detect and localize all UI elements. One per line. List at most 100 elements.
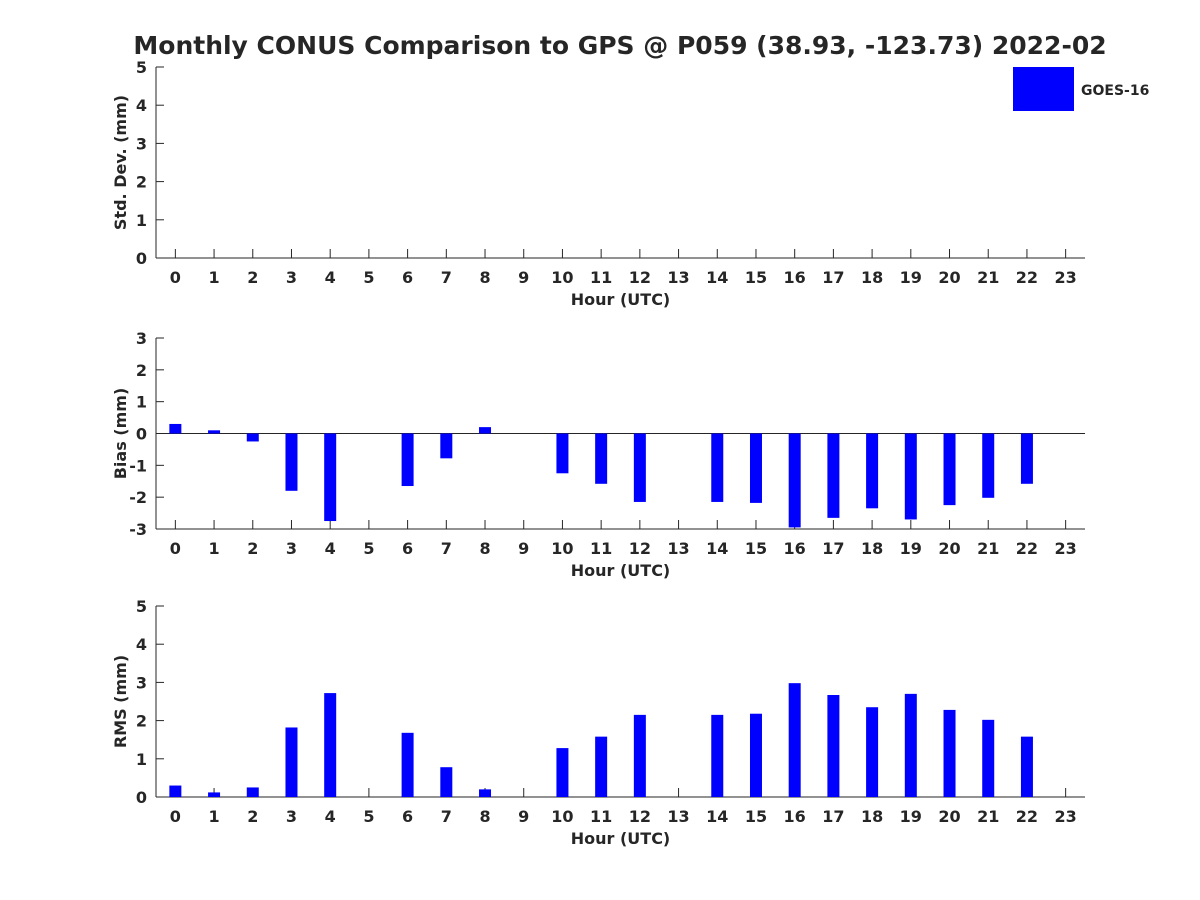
x-tick-label: 19 bbox=[900, 268, 922, 287]
bar-hour-14 bbox=[711, 433, 724, 502]
y-axis-label: RMS (mm) bbox=[111, 655, 130, 748]
x-tick-label: 2 bbox=[247, 539, 258, 558]
x-tick-label: 15 bbox=[745, 268, 767, 287]
x-tick-label: 23 bbox=[1055, 807, 1077, 826]
y-tick-label: 2 bbox=[136, 712, 147, 731]
x-tick-label: 1 bbox=[208, 539, 219, 558]
y-tick-label: -3 bbox=[129, 520, 147, 539]
legend: GOES-16 bbox=[1013, 67, 1149, 111]
x-tick-label: 9 bbox=[518, 807, 529, 826]
bar-hour-21 bbox=[982, 719, 995, 797]
x-tick-label: 7 bbox=[441, 268, 452, 287]
legend-swatch bbox=[1013, 67, 1074, 111]
y-tick-label: 1 bbox=[136, 393, 147, 412]
x-tick-label: 6 bbox=[402, 268, 413, 287]
x-tick-label: 23 bbox=[1055, 268, 1077, 287]
x-axis-label: Hour (UTC) bbox=[571, 829, 671, 848]
bar-hour-19 bbox=[904, 433, 917, 520]
x-tick-label: 3 bbox=[286, 807, 297, 826]
y-tick-label: 4 bbox=[136, 96, 147, 115]
bar-hour-8 bbox=[479, 789, 492, 797]
bar-hour-6 bbox=[401, 433, 414, 487]
x-tick-label: 16 bbox=[784, 807, 806, 826]
x-tick-label: 13 bbox=[667, 268, 689, 287]
x-tick-label: 10 bbox=[551, 807, 573, 826]
y-tick-label: 0 bbox=[136, 249, 147, 268]
bar-hour-10 bbox=[556, 748, 569, 797]
bar-hour-1 bbox=[208, 792, 221, 797]
bar-hour-14 bbox=[711, 714, 724, 797]
bar-hour-12 bbox=[633, 433, 646, 502]
x-tick-label: 18 bbox=[861, 807, 883, 826]
y-tick-label: 5 bbox=[136, 58, 147, 77]
y-axis-label: Bias (mm) bbox=[111, 388, 130, 480]
x-tick-label: 8 bbox=[479, 539, 490, 558]
x-tick-label: 7 bbox=[441, 807, 452, 826]
x-tick-label: 18 bbox=[861, 268, 883, 287]
bar-hour-19 bbox=[904, 693, 917, 797]
bar-hour-16 bbox=[788, 683, 801, 797]
bar-hour-15 bbox=[749, 713, 762, 797]
bar-hour-3 bbox=[285, 433, 298, 491]
x-tick-label: 22 bbox=[1016, 807, 1038, 826]
y-tick-label: -1 bbox=[129, 456, 147, 475]
bar-hour-7 bbox=[440, 767, 453, 797]
bar-hour-18 bbox=[866, 707, 879, 797]
x-axis-label: Hour (UTC) bbox=[571, 290, 671, 309]
x-tick-label: 4 bbox=[325, 539, 336, 558]
x-tick-label: 17 bbox=[822, 807, 844, 826]
y-tick-label: 0 bbox=[136, 425, 147, 444]
x-tick-label: 20 bbox=[938, 268, 960, 287]
x-tick-label: 19 bbox=[900, 807, 922, 826]
x-tick-label: 11 bbox=[590, 539, 612, 558]
x-tick-label: 11 bbox=[590, 807, 612, 826]
x-tick-label: 0 bbox=[170, 268, 181, 287]
y-tick-label: 3 bbox=[136, 329, 147, 348]
x-tick-label: 22 bbox=[1016, 268, 1038, 287]
bar-hour-20 bbox=[943, 709, 956, 797]
y-tick-label: 4 bbox=[136, 635, 147, 654]
x-tick-label: 13 bbox=[667, 539, 689, 558]
x-tick-label: 0 bbox=[170, 807, 181, 826]
x-tick-label: 18 bbox=[861, 539, 883, 558]
bar-hour-2 bbox=[246, 787, 259, 797]
bar-hour-0 bbox=[169, 785, 182, 797]
x-tick-label: 7 bbox=[441, 539, 452, 558]
x-tick-label: 1 bbox=[208, 268, 219, 287]
bar-hour-0 bbox=[169, 423, 182, 434]
x-tick-label: 5 bbox=[363, 539, 374, 558]
x-tick-label: 5 bbox=[363, 807, 374, 826]
x-tick-label: 3 bbox=[286, 539, 297, 558]
bar-hour-17 bbox=[827, 695, 840, 797]
bar-hour-10 bbox=[556, 433, 569, 474]
bar-hour-15 bbox=[749, 433, 762, 503]
x-tick-label: 8 bbox=[479, 268, 490, 287]
bar-hour-16 bbox=[788, 433, 801, 528]
x-tick-label: 19 bbox=[900, 539, 922, 558]
x-tick-label: 20 bbox=[938, 807, 960, 826]
bar-hour-12 bbox=[633, 714, 646, 797]
y-tick-label: 2 bbox=[136, 361, 147, 380]
x-tick-label: 4 bbox=[325, 268, 336, 287]
y-tick-label: 1 bbox=[136, 211, 147, 230]
x-tick-label: 8 bbox=[479, 807, 490, 826]
x-tick-label: 9 bbox=[518, 539, 529, 558]
x-tick-label: 13 bbox=[667, 807, 689, 826]
x-tick-label: 17 bbox=[822, 539, 844, 558]
x-tick-label: 15 bbox=[745, 539, 767, 558]
bar-hour-22 bbox=[1020, 736, 1033, 797]
y-tick-label: 1 bbox=[136, 750, 147, 769]
x-tick-label: 14 bbox=[706, 807, 728, 826]
chart-title: Monthly CONUS Comparison to GPS @ P059 (… bbox=[133, 31, 1106, 60]
x-axis-label: Hour (UTC) bbox=[571, 561, 671, 580]
bar-hour-6 bbox=[401, 732, 414, 797]
x-tick-label: 10 bbox=[551, 268, 573, 287]
bar-hour-2 bbox=[246, 433, 259, 442]
y-tick-label: 2 bbox=[136, 173, 147, 192]
bar-hour-3 bbox=[285, 727, 298, 797]
bar-hour-17 bbox=[827, 433, 840, 518]
x-tick-label: 23 bbox=[1055, 539, 1077, 558]
y-tick-label: -2 bbox=[129, 488, 147, 507]
